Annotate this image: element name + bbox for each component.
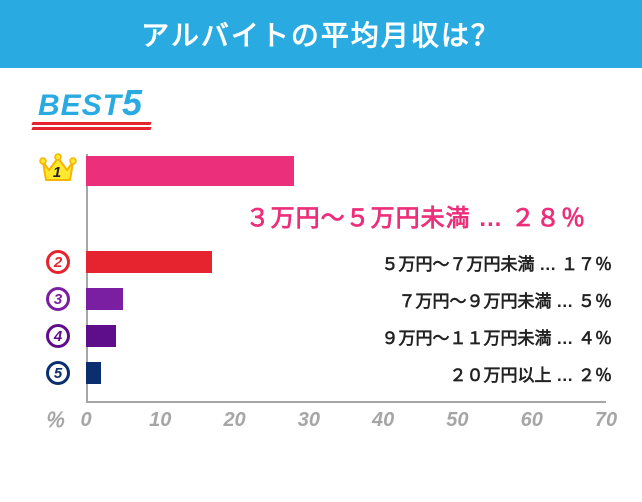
row-label: ９万円～１１万円未満 … ４％ [366, 324, 612, 349]
best5-prefix: BEST [38, 89, 122, 122]
bar [86, 156, 294, 186]
axis-tick: 50 [446, 409, 468, 432]
rank-number: 1 [39, 164, 75, 181]
chart-rows: 1 ３万円～５万円未満 … ２８％ 2 ５万円～７万円未満 … １７％ 3 ７万円～９万円… [30, 154, 612, 403]
chart-row: 1 [30, 154, 612, 188]
rank-number: 2 [46, 250, 70, 274]
rank-number: 4 [46, 324, 70, 348]
bar [86, 288, 123, 310]
chart-row: 3 ７万円～９万円未満 … ５％ [30, 282, 612, 316]
bar-cell [86, 251, 212, 273]
rank-badge: 5 [30, 361, 86, 385]
rank-badge: 3 [30, 287, 86, 311]
chart-row: 2 ５万円～７万円未満 … １７％ [30, 245, 612, 279]
axis-tick: 40 [372, 409, 394, 432]
axis-tick: 10 [149, 409, 171, 432]
best5-heading: BEST5 [38, 82, 143, 130]
best5-number: 5 [122, 82, 143, 123]
bar-cell [86, 288, 123, 310]
bar [86, 362, 101, 384]
row-label: ２０万円以上 … ２％ [434, 361, 612, 386]
rank-number: 3 [46, 287, 70, 311]
row-label: ５万円～７万円未満 … １７％ [366, 250, 612, 275]
page-title: アルバイトの平均月収は？ [141, 20, 501, 51]
bar-chart: 1 ３万円～５万円未満 … ２８％ 2 ５万円～７万円未満 … １７％ 3 ７万円～９万円… [30, 154, 612, 437]
chart-row: 4 ９万円～１１万円未満 … ４％ [30, 319, 612, 353]
axis-ticks: 010203040506070 [86, 403, 606, 437]
title-bar: アルバイトの平均月収は？ [0, 0, 642, 68]
hero-label: ３万円～５万円未満 … ２８％ [30, 198, 612, 233]
rank-badge: 1 [30, 156, 86, 186]
axis-tick: 30 [298, 409, 320, 432]
axis-tick: 0 [80, 409, 91, 432]
percent-axis-label: ％ [44, 404, 64, 433]
axis-tick: 60 [521, 409, 543, 432]
chart-row: 5 ２０万円以上 … ２％ [30, 356, 612, 390]
bar-cell [86, 156, 294, 186]
bar [86, 325, 116, 347]
rank-badge: 2 [30, 250, 86, 274]
row-label: ７万円～９万円未満 … ５％ [383, 287, 612, 312]
axis-tick: 70 [595, 409, 617, 432]
rank-number: 5 [46, 361, 70, 385]
content: BEST5 1３万円～５万円未満 … ２８％2５万円～７万円未満 … １７％3７… [0, 68, 642, 437]
bar-cell [86, 325, 116, 347]
rank-badge: 4 [30, 324, 86, 348]
crown-icon: 1 [39, 156, 77, 186]
bar-cell [86, 362, 101, 384]
bar [86, 251, 212, 273]
axis-tick: 20 [223, 409, 245, 432]
best5-underline-icon [32, 122, 151, 132]
